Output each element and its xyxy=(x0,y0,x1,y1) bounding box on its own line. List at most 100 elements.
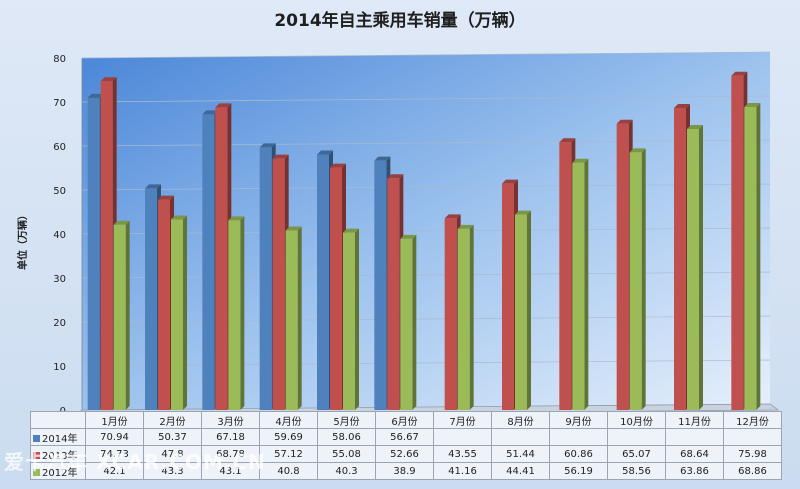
y-axis-label: 单位（万辆） xyxy=(16,210,29,270)
category-label: 6月份 xyxy=(375,411,434,429)
bar-side xyxy=(240,216,245,410)
y-tick-label: 30 xyxy=(53,274,66,285)
bar xyxy=(444,218,457,410)
data-label: 40.8 xyxy=(259,462,318,480)
data-label: 67.18 xyxy=(201,428,260,446)
chart-title: 2014年自主乘用车销量（万辆） xyxy=(274,11,526,31)
bar-top xyxy=(616,119,633,124)
gridline xyxy=(81,51,771,59)
bar xyxy=(387,178,400,410)
bar-top xyxy=(674,103,690,108)
gridline xyxy=(81,183,771,191)
bar-top xyxy=(744,103,761,108)
series-name: 2014年 xyxy=(42,433,78,445)
bar-top xyxy=(100,77,117,82)
bar-top xyxy=(158,195,174,200)
data-label: 52.66 xyxy=(375,445,434,463)
data-label: 68.78 xyxy=(201,445,260,463)
data-label: 55.08 xyxy=(317,445,376,463)
y-tick-label: 20 xyxy=(53,318,66,329)
gridline xyxy=(81,139,771,147)
bar-top xyxy=(387,174,404,179)
legend-entry: 2014年 xyxy=(30,428,86,446)
bar-top xyxy=(515,210,531,215)
bar xyxy=(687,129,699,411)
data-label: 43.3 xyxy=(143,462,202,480)
bar xyxy=(674,107,686,410)
bar-side xyxy=(183,215,187,410)
legend-entry: 2012年 xyxy=(30,462,86,480)
bar xyxy=(559,142,572,410)
bar-side xyxy=(355,228,359,410)
bar xyxy=(330,167,342,410)
data-label: 63.86 xyxy=(665,462,724,480)
data-table: 1月份 2月份 3月份 4月份 5月份 6月份 7月份 8月份 9月份 10月份 11月份 12月份 2… xyxy=(30,411,782,480)
data-label: 59.69 xyxy=(259,428,318,446)
bar xyxy=(731,75,744,411)
bar-top xyxy=(444,214,461,219)
data-label: 38.9 xyxy=(375,462,434,480)
bar-side xyxy=(584,158,589,410)
data-label: 44.41 xyxy=(491,462,550,480)
data-label: 58.56 xyxy=(607,462,666,480)
bar xyxy=(572,162,585,410)
bar xyxy=(215,107,228,411)
bar-top xyxy=(285,226,302,231)
bar-top xyxy=(559,138,576,143)
category-label: 4月份 xyxy=(259,411,318,429)
data-label: 70.94 xyxy=(85,428,144,446)
gridline xyxy=(81,227,771,235)
bar xyxy=(515,214,527,410)
y-tick-label: 80 xyxy=(53,54,66,65)
bar-top xyxy=(87,93,104,98)
bar-side xyxy=(641,148,646,410)
category-label: 11月份 xyxy=(665,411,724,429)
data-label xyxy=(433,428,492,446)
bar xyxy=(285,230,298,410)
bar-side xyxy=(297,226,302,410)
data-label: 58.06 xyxy=(317,428,376,446)
bar-top xyxy=(259,143,276,148)
bar xyxy=(145,188,157,410)
table-corner xyxy=(30,411,86,429)
bar-top xyxy=(202,110,219,115)
bar-top xyxy=(215,103,232,108)
legend-swatch xyxy=(33,469,40,476)
bar-top xyxy=(731,71,748,76)
category-label: 7月份 xyxy=(433,411,492,429)
gridline xyxy=(81,315,771,323)
bar xyxy=(343,232,355,410)
data-label: 40.3 xyxy=(317,462,376,480)
data-label: 56.19 xyxy=(549,462,608,480)
data-label: 75.98 xyxy=(723,445,782,463)
y-tick-label: 70 xyxy=(53,98,66,109)
data-label: 68.64 xyxy=(665,445,724,463)
bar xyxy=(502,183,514,410)
y-tick-label: 60 xyxy=(53,142,66,153)
data-label: 43.1 xyxy=(201,462,260,480)
bar xyxy=(113,224,126,410)
bar xyxy=(171,219,183,410)
category-label: 1月份 xyxy=(85,411,144,429)
data-label: 50.37 xyxy=(143,428,202,446)
category-label: 8月份 xyxy=(491,411,550,429)
data-label: 51.44 xyxy=(491,445,550,463)
category-label: 5月份 xyxy=(317,411,376,429)
bar-top xyxy=(343,228,359,233)
bar xyxy=(317,154,329,410)
data-label xyxy=(491,428,550,446)
y-tick-label: 10 xyxy=(53,362,66,373)
gridline xyxy=(81,359,771,367)
bar-top xyxy=(317,150,333,155)
bar xyxy=(744,107,757,411)
bar-top xyxy=(572,158,589,163)
gridline xyxy=(81,95,771,103)
category-label: 12月份 xyxy=(723,411,782,429)
bar-side xyxy=(699,125,703,411)
bar xyxy=(158,199,170,410)
bar xyxy=(272,158,285,410)
category-label: 10月份 xyxy=(607,411,666,429)
bar xyxy=(457,228,470,410)
bar-top xyxy=(145,184,161,189)
bar xyxy=(400,238,413,410)
